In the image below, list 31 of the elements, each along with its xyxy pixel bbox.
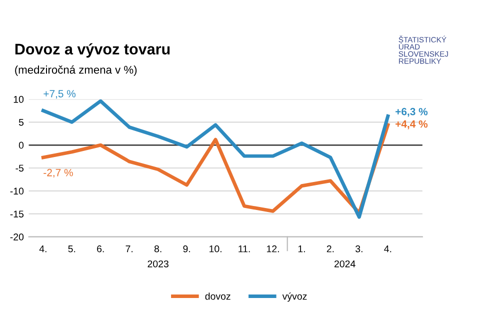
x-tick-label: 9. — [183, 245, 190, 252]
x-tick-label: 6. — [97, 245, 104, 252]
x-tick-label: 12. — [266, 245, 279, 252]
chart-subtitle: (medziročná zmena v %) — [15, 65, 137, 76]
legend-label: dovoz — [205, 292, 230, 300]
x-tick-label: 4. — [39, 245, 46, 252]
text: 2024 — [334, 260, 356, 268]
y-tick-label: 10 — [14, 96, 24, 103]
text: 2023 — [148, 260, 168, 268]
y-tick-label: 5 — [18, 118, 24, 126]
x-tick-label: 5. — [68, 245, 76, 252]
x-tick-label: 2. — [326, 245, 334, 252]
y-tick-label: 0 — [18, 142, 24, 149]
y-tick-label: -10 — [10, 188, 24, 195]
y-tick-label: -20 — [10, 234, 24, 240]
y-tick-label: -15 — [10, 210, 24, 218]
x-tick-label: 4. — [384, 245, 392, 252]
line-series — [41, 99, 390, 219]
x-tick-label: 1. — [298, 245, 305, 252]
y-tick-label: -5 — [16, 164, 24, 172]
x-tick-label: 11. — [238, 245, 250, 252]
x-tick-label: 3. — [356, 245, 362, 252]
x-tick-label: 8. — [154, 245, 162, 252]
data-label: -2,7 % — [44, 168, 73, 178]
x-tick-label: 10. — [210, 245, 222, 252]
data-label: +4,4 % — [396, 120, 428, 130]
x-tick-label: 7. — [126, 245, 133, 252]
chart-title: Dovoz a vývoz tovaru — [15, 43, 170, 58]
data-label: +6,3 % — [396, 108, 428, 117]
data-label: +7,5 % — [44, 90, 76, 99]
legend-label: vývoz — [282, 292, 307, 302]
